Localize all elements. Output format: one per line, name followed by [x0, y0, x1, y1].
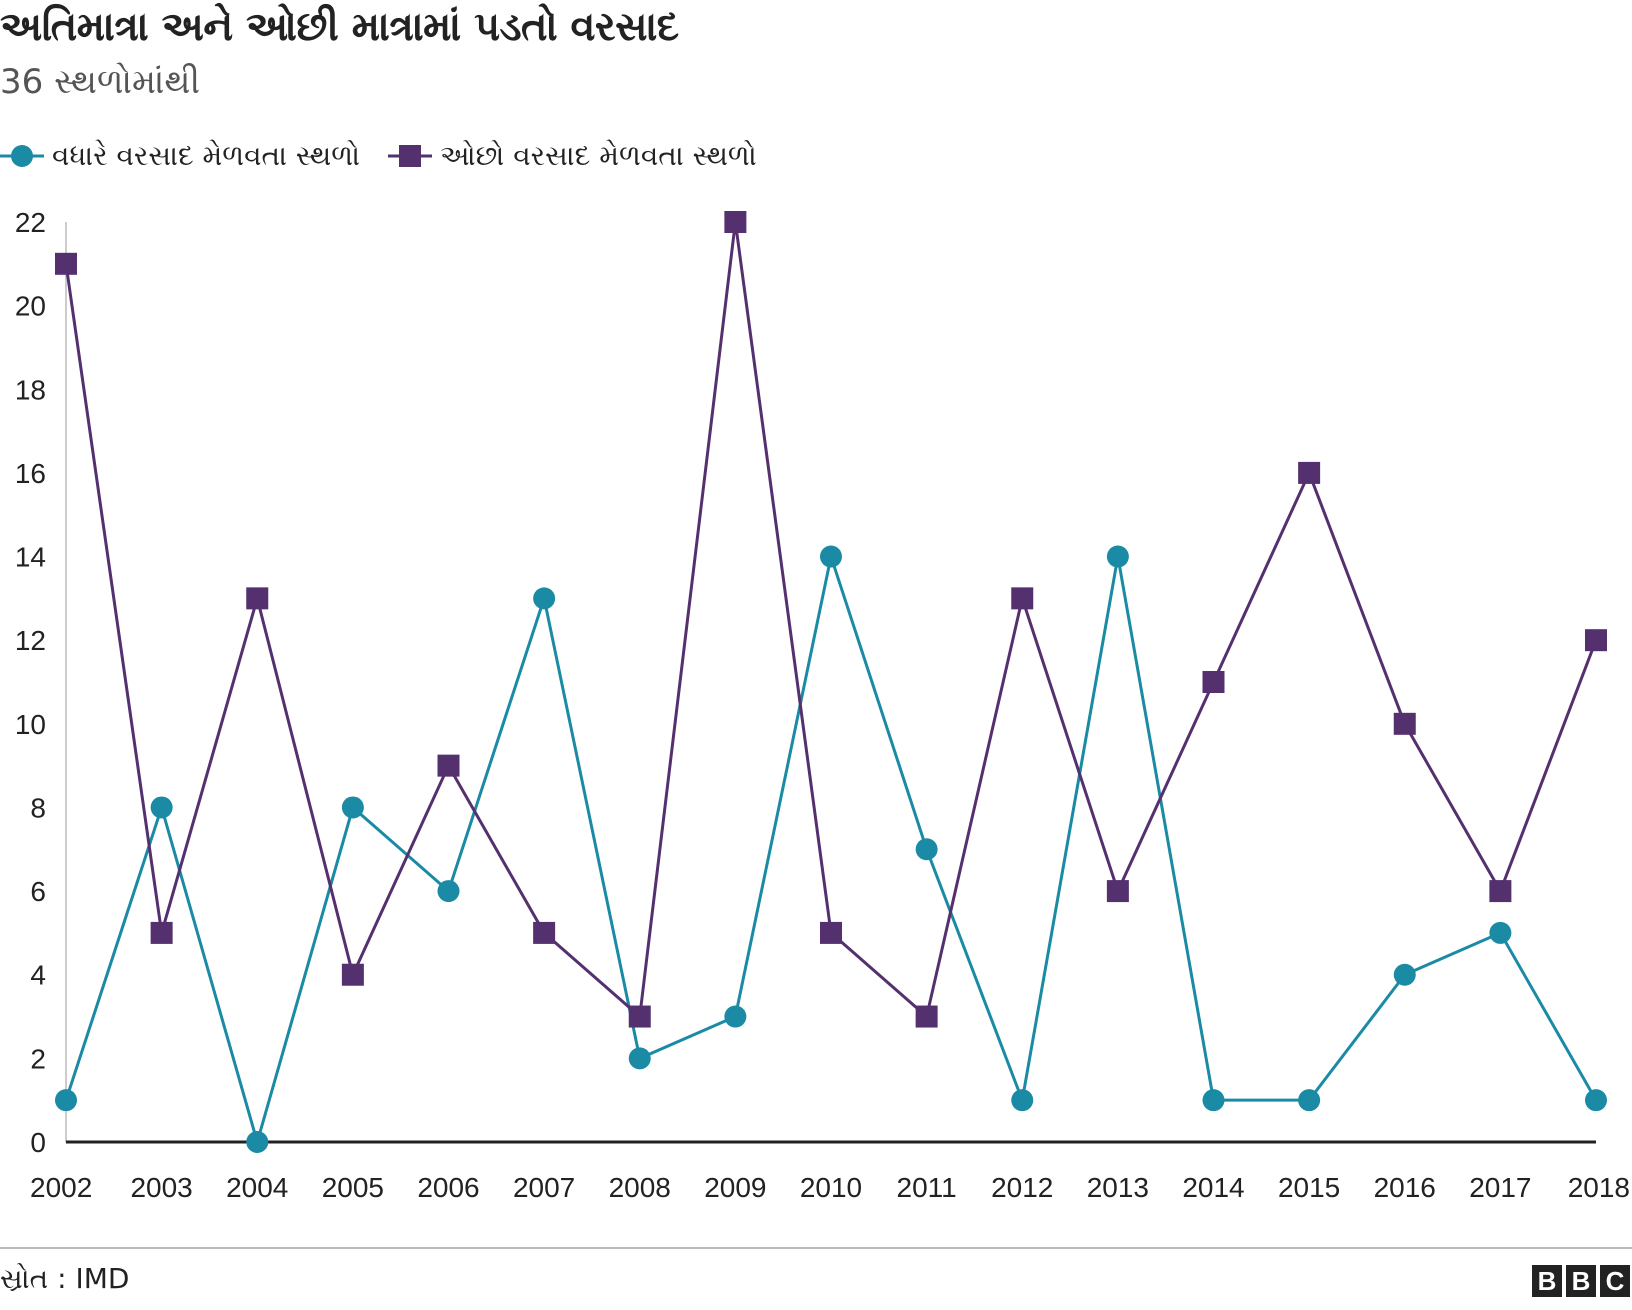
- data-point-square: [1489, 880, 1512, 903]
- x-axis: 2002 2003 2004 2005 2006 2007 2008 2009 2010 2011…: [30, 1140, 1630, 1203]
- x-tick-label: 2016: [1374, 1172, 1436, 1203]
- legend-square-marker: [388, 145, 433, 167]
- y-tick-label: 14: [15, 542, 46, 573]
- x-tick-label: 2015: [1278, 1172, 1340, 1203]
- data-point-square: [628, 1005, 651, 1028]
- data-point-circle: [55, 1089, 77, 1112]
- data-point-circle: [246, 1131, 269, 1153]
- legend-item-less-rain: ઓછો વરસાદ મેળવતા સ્થળો: [388, 139, 757, 173]
- data-point-circle: [150, 796, 173, 819]
- data-point-circle: [1298, 1089, 1321, 1112]
- x-tick-label: 2012: [991, 1172, 1053, 1203]
- bbc-logo: B B C: [1528, 1265, 1630, 1297]
- y-tick-label: 0: [30, 1127, 46, 1158]
- y-tick-label: 2: [30, 1043, 46, 1074]
- chart-legend: વધારે વરસાદ મેળવતા સ્થળો ઓછો વરસાદ મેળવત…: [0, 136, 785, 176]
- data-point-circle: [820, 545, 842, 568]
- data-point-square: [1298, 461, 1321, 484]
- y-tick-label: 6: [30, 876, 46, 907]
- x-tick-label: 2002: [30, 1172, 92, 1203]
- data-point-square: [437, 754, 460, 777]
- data-point-square: [150, 921, 173, 944]
- x-tick-label: 2013: [1087, 1172, 1149, 1203]
- data-point-square: [724, 211, 747, 233]
- data-point-square: [1393, 712, 1416, 735]
- data-point-square: [1585, 629, 1607, 652]
- chart-title: અતિમાત્રા અને ઓછી માત્રામાં પડતો વરસાદ: [0, 4, 679, 50]
- y-tick-label: 22: [15, 207, 46, 238]
- footer-divider: [0, 1247, 1632, 1249]
- x-tick-label: 2010: [800, 1172, 862, 1203]
- data-point-square: [341, 963, 364, 986]
- data-point-circle: [1202, 1089, 1225, 1112]
- series-line-1: [64, 550, 1598, 1148]
- x-tick-label: 2003: [130, 1172, 192, 1203]
- x-tick-label: 2006: [417, 1172, 479, 1203]
- data-point-circle: [1489, 921, 1512, 944]
- legend-label-more-rain: વધારે વરસાદ મેળવતા સ્થળો: [52, 139, 361, 172]
- data-point-circle: [341, 796, 364, 819]
- x-tick-label: 2017: [1469, 1172, 1531, 1203]
- y-tick-label: 8: [30, 792, 46, 823]
- data-point-square: [246, 587, 269, 610]
- legend-item-more-rain: વધારે વરસાદ મેળવતા સ્થળો: [0, 139, 360, 173]
- legend-circle-marker: [0, 145, 44, 167]
- data-point-circle: [915, 838, 938, 861]
- source-note: સ્રોત : IMD: [0, 1262, 130, 1295]
- data-point-circle: [437, 880, 460, 903]
- data-point-circle: [628, 1047, 651, 1070]
- data-point-square: [915, 1005, 938, 1028]
- y-tick-label: 20: [15, 291, 46, 322]
- logo-letter: C: [1600, 1265, 1630, 1297]
- data-point-square: [55, 252, 77, 275]
- logo-letter: B: [1532, 1265, 1562, 1297]
- series-layer: [55, 211, 1607, 1153]
- y-tick-label: 12: [15, 625, 46, 656]
- x-tick-label: 2005: [322, 1172, 384, 1203]
- legend-label-less-rain: ઓછો વરસાદ મેળવતા સ્થળો: [440, 139, 757, 172]
- logo-letter: B: [1566, 1265, 1596, 1297]
- series-line-2: [64, 221, 1598, 1020]
- x-tick-label: 2009: [704, 1172, 766, 1203]
- data-point-circle: [1585, 1089, 1607, 1112]
- x-tick-label: 2007: [513, 1172, 575, 1203]
- data-point-circle: [724, 1005, 747, 1028]
- x-tick-label: 2014: [1182, 1172, 1244, 1203]
- data-point-square: [533, 921, 556, 944]
- data-point-square: [1202, 671, 1225, 693]
- data-point-circle: [1106, 545, 1129, 568]
- x-tick-label: 2018: [1568, 1172, 1630, 1203]
- data-point-square: [820, 921, 842, 944]
- chart-subtitle: 36 સ્થળોમાંથી: [0, 62, 201, 102]
- y-tick-label: 4: [30, 960, 46, 991]
- y-tick-label: 18: [15, 374, 46, 405]
- y-tick-label: 10: [15, 709, 46, 740]
- data-point-square: [1011, 587, 1034, 610]
- data-point-square: [1106, 880, 1129, 903]
- y-tick-label: 16: [15, 458, 46, 489]
- x-tick-label: 2011: [897, 1172, 957, 1203]
- x-tick-label: 2004: [226, 1172, 288, 1203]
- data-point-circle: [1011, 1089, 1034, 1112]
- data-point-circle: [533, 587, 556, 610]
- data-point-circle: [1393, 963, 1416, 986]
- y-axis: 0 2 4 6 8 10 12 14 16 18 20 22: [15, 207, 67, 1158]
- line-chart: 0 2 4 6 8 10 12 14 16 18 20 22 2002 2003 2004 2005 2006…: [15, 207, 1630, 1203]
- x-tick-label: 2008: [609, 1172, 671, 1203]
